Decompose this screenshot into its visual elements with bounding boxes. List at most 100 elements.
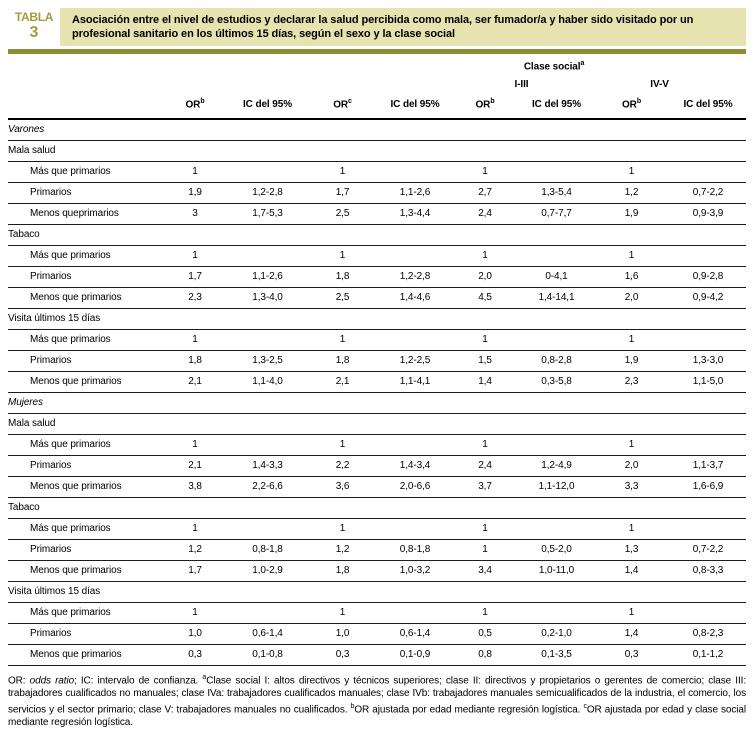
cell-value: 1,8 — [305, 266, 380, 288]
table-row: Primarios 1,0 0,6-1,4 1,0 0,6-1,4 0,5 0,2-1,0 1… — [8, 623, 747, 645]
cell-value: 1,4-3,3 — [230, 455, 305, 477]
cell-value: 4,5 — [450, 287, 520, 309]
cell-value: 2,1 — [160, 371, 230, 393]
cell-value: 1,8 — [160, 350, 230, 372]
cell-value: 2,2 — [305, 455, 380, 477]
cell-value: 1,6 — [593, 266, 670, 288]
cell-value: 2,2-6,6 — [230, 476, 305, 498]
table-row: Menos que primarios 1,7 1,0-2,9 1,8 1,0-3,2 3… — [8, 560, 747, 582]
cell-value: 2,1 — [160, 455, 230, 477]
header-spacer — [8, 75, 450, 93]
cell-value: 2,3 — [593, 371, 670, 393]
cell-value — [230, 518, 305, 540]
cell-value: 3,4 — [450, 560, 520, 582]
cell-value: 1 — [305, 518, 380, 540]
results-table: Clase sociala I-III IV-V ORb IC del 95% OR… — [8, 56, 747, 666]
cell-value: 1,4 — [593, 560, 670, 582]
table-row: Primarios 1,9 1,2-2,8 1,7 1,1-2,6 2,7 1,3-5,4 1… — [8, 182, 747, 204]
cell-value: 1,4-3,4 — [380, 455, 450, 477]
section-row: Tabaco — [8, 224, 747, 246]
cell-value: 1 — [450, 161, 520, 183]
cell-value — [670, 161, 747, 183]
table-head: Clase sociala I-III IV-V ORb IC del 95% OR… — [8, 56, 747, 120]
cell-value: 1 — [450, 602, 520, 624]
cell-value — [520, 329, 593, 351]
gender-row: Mujeres — [8, 392, 747, 414]
cell-value: 1 — [305, 602, 380, 624]
cell-value: 0-4,1 — [520, 266, 593, 288]
cell-value: 2,0 — [593, 455, 670, 477]
cell-value: 1 — [593, 329, 670, 351]
row-label: Menos que primarios — [8, 371, 160, 393]
column-header: IC del 95% — [520, 93, 593, 120]
cell-value — [670, 602, 747, 624]
cell-value: 1,4-14,1 — [520, 287, 593, 309]
cell-value — [520, 161, 593, 183]
cell-value: 1,7-5,3 — [230, 203, 305, 225]
cell-value: 1,0-11,0 — [520, 560, 593, 582]
cell-value: 1,9 — [160, 182, 230, 204]
cell-value: 1,1-5,0 — [670, 371, 747, 393]
cell-value: 2,0-6,6 — [380, 476, 450, 498]
row-label: Primarios — [8, 455, 160, 477]
row-label: Menos que primarios — [8, 476, 160, 498]
cell-value: 1,3-2,5 — [230, 350, 305, 372]
cell-value: 1,2-2,5 — [380, 350, 450, 372]
cell-value — [230, 434, 305, 456]
section-label: Tabaco — [8, 224, 747, 246]
cell-value: 1 — [160, 434, 230, 456]
row-label: Primarios — [8, 623, 160, 645]
cell-value: 0,6-1,4 — [230, 623, 305, 645]
cell-value: 2,3 — [160, 287, 230, 309]
cell-value: 1 — [450, 539, 520, 561]
table-header: TABLA 3 Asociación entre el nivel de est… — [8, 8, 746, 46]
cell-value: 1,0-3,2 — [380, 560, 450, 582]
cell-value: 0,1-0,8 — [230, 644, 305, 666]
cell-value: 0,8-1,8 — [230, 539, 305, 561]
header-spacer — [8, 93, 160, 120]
table-row: Más que primarios 1 1 1 1 — [8, 161, 747, 183]
cell-value: 1,2-4,9 — [520, 455, 593, 477]
row-label: Primarios — [8, 350, 160, 372]
gender-label: Varones — [8, 118, 747, 141]
accent-bar — [8, 49, 746, 54]
cell-value: 1 — [160, 245, 230, 267]
cell-value: 0,9-2,8 — [670, 266, 747, 288]
row-label: Más que primarios — [8, 518, 160, 540]
cell-value: 1,9 — [593, 203, 670, 225]
header-row-class-groups: I-III IV-V — [8, 75, 746, 93]
table-row: Primarios 1,2 0,8-1,8 1,2 0,8-1,8 1 0,5-2,0 1,3… — [8, 539, 747, 561]
cell-value: 2,0 — [593, 287, 670, 309]
cell-value: 0,8-2,8 — [520, 350, 593, 372]
table-row: Más que primarios 1 1 1 1 — [8, 245, 747, 267]
table-row: Menos que primarios 0,3 0,1-0,8 0,3 0,1-0,9 0… — [8, 644, 747, 666]
cell-value: 1,7 — [305, 182, 380, 204]
clase-social-label: Clase sociala — [523, 60, 585, 73]
cell-value: 0,8-2,3 — [670, 623, 747, 645]
section-row: Visita últimos 15 días — [8, 308, 747, 330]
column-header: ORb — [160, 93, 230, 120]
cell-value: 0,3 — [305, 644, 380, 666]
cell-value: 1,8 — [305, 560, 380, 582]
cell-value — [670, 329, 747, 351]
section-label: Mala salud — [8, 413, 747, 435]
gender-row: Varones — [8, 118, 747, 141]
column-header: IC del 95% — [670, 93, 747, 120]
cell-value: 0,7-2,2 — [670, 539, 747, 561]
cell-value — [520, 518, 593, 540]
table-number-badge: TABLA 3 — [8, 8, 60, 46]
cell-value: 1,3-5,4 — [520, 182, 593, 204]
cell-value: 1 — [593, 518, 670, 540]
row-label: Menos que primarios — [8, 287, 160, 309]
section-label: Mala salud — [8, 140, 747, 162]
row-label: Primarios — [8, 182, 160, 204]
cell-value — [380, 434, 450, 456]
section-label: Tabaco — [8, 497, 747, 519]
cell-value — [230, 245, 305, 267]
cell-value — [230, 329, 305, 351]
row-label: Más que primarios — [8, 329, 160, 351]
cell-value: 1,1-3,7 — [670, 455, 747, 477]
cell-value: 1,2 — [160, 539, 230, 561]
cell-value: 3 — [160, 203, 230, 225]
cell-value: 2,5 — [305, 287, 380, 309]
